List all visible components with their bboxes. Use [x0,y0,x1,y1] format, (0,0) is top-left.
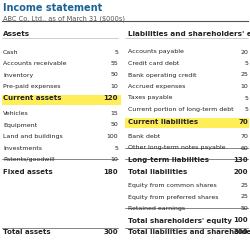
Text: Pre-paid expenses: Pre-paid expenses [3,84,60,89]
Text: Fixed assets: Fixed assets [3,168,53,174]
Text: 50: 50 [110,122,118,128]
Text: 5: 5 [244,107,248,112]
Text: 130: 130 [234,157,248,163]
Text: Other long-term notes payable: Other long-term notes payable [128,146,226,150]
Text: 15: 15 [110,111,118,116]
Text: Retained earnings: Retained earnings [128,206,185,211]
Text: Land and buildings: Land and buildings [3,134,63,139]
Text: 5: 5 [114,50,118,54]
Text: Income statement: Income statement [3,3,102,13]
Text: 70: 70 [238,118,248,124]
Text: Vehicles: Vehicles [3,111,29,116]
Text: Inventory: Inventory [3,72,33,78]
Text: 70: 70 [240,134,248,139]
Text: Assets: Assets [3,31,30,37]
Text: 100: 100 [234,218,248,224]
Text: 300: 300 [104,229,118,235]
Text: Total assets: Total assets [3,229,50,235]
Text: 20: 20 [240,50,248,54]
Text: Equity from preferred shares: Equity from preferred shares [128,194,218,200]
Text: Credit card debt: Credit card debt [128,61,179,66]
Text: Accounts payable: Accounts payable [128,50,184,54]
Text: 300: 300 [234,229,248,235]
Text: 120: 120 [104,96,118,102]
Text: Current liabilities: Current liabilities [128,118,198,124]
Text: 10: 10 [110,157,118,162]
Text: Total liabilities and shareholders' equity: Total liabilities and shareholders' equi… [128,229,250,235]
Text: 55: 55 [110,61,118,66]
Text: 100: 100 [106,134,118,139]
Text: 50: 50 [110,72,118,78]
Text: 25: 25 [240,72,248,78]
Text: 25: 25 [240,194,248,200]
Text: Investments: Investments [3,146,42,150]
Text: Total liabilities: Total liabilities [128,168,187,174]
Text: Equipment: Equipment [3,122,37,128]
Text: Accounts receivable: Accounts receivable [3,61,66,66]
Text: 5: 5 [244,61,248,66]
Text: 10: 10 [110,84,118,89]
Text: 25: 25 [240,183,248,188]
Text: Patents/goodwill: Patents/goodwill [3,157,54,162]
Text: Equity from common shares: Equity from common shares [128,183,217,188]
Text: Current assets: Current assets [3,96,62,102]
Bar [2,94,121,105]
Text: Taxes payable: Taxes payable [128,96,172,100]
Text: Cash: Cash [3,50,18,54]
Text: Long-term liabilities: Long-term liabilities [128,157,209,163]
Text: 5: 5 [114,146,118,150]
Text: 10: 10 [240,84,248,89]
Text: 60: 60 [240,146,248,150]
Text: 180: 180 [104,168,118,174]
Text: Accrued expenses: Accrued expenses [128,84,186,89]
Text: 50: 50 [240,206,248,211]
Text: 5: 5 [244,96,248,100]
Bar [125,118,249,128]
Text: ABC Co. Ltd., as of March 31 ($000s): ABC Co. Ltd., as of March 31 ($000s) [3,16,125,22]
Text: Total shareholders' equity: Total shareholders' equity [128,218,232,224]
Text: Bank debt: Bank debt [128,134,160,139]
Text: Bank operating credit: Bank operating credit [128,72,196,78]
Text: 200: 200 [234,168,248,174]
Text: Liabilities and shareholders' equity: Liabilities and shareholders' equity [128,31,250,37]
Text: Current portion of long-term debt: Current portion of long-term debt [128,107,234,112]
